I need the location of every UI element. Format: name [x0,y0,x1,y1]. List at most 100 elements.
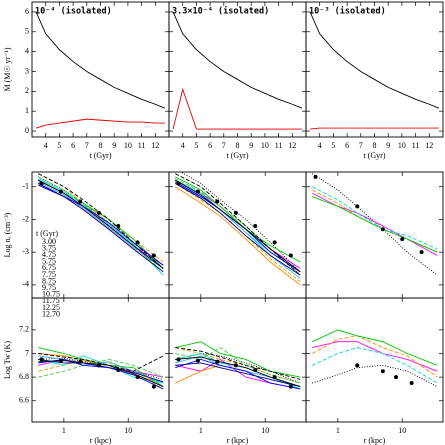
x-tick-label: 8 [236,141,240,150]
series-line [172,11,303,109]
plot-area [174,172,301,286]
x-tick-label: 10 [124,141,132,150]
x-tick-label: 12 [151,141,159,150]
series-line [38,173,164,269]
legend-entry: 3.00 [42,237,56,246]
y-tick-label: 6.6 [19,396,29,405]
y-tick-label: 6 [25,7,29,16]
y-tick-label: -3 [22,247,29,256]
data-point [78,199,83,204]
data-point [393,375,398,380]
panel: 4 5 6 7 8 9 10 11 123.3×10⁻⁴ (isolated)t (Gyr) [168,1,307,160]
series-line [311,173,438,276]
panel [305,171,444,299]
data-point [116,224,121,228]
data-point [272,375,277,380]
x-tick-label: 9 [112,141,116,150]
y-tick-label: 5 [25,27,29,36]
y-tick-label: 3 [25,66,29,75]
y-tick-label: 7.2 [19,325,29,334]
legend-entry: 11.75 [42,296,60,305]
legend-entry: 9.75 [42,283,56,292]
series-line [38,358,164,383]
series-line [312,364,438,387]
x-tick-label: 4 [318,141,322,150]
y-tick-label: -1 [22,182,29,191]
panel [168,171,307,299]
series-line [312,196,438,253]
data-point [288,253,293,258]
data-point [58,189,63,194]
plot-area [38,173,164,276]
x-tick-label: 4 [44,141,48,150]
x-axis-label: r (kpc) [90,436,112,445]
y-axis-label: Log nₑ (cm⁻³) [3,212,12,257]
data-point [409,381,414,386]
series-line [38,181,164,269]
x-tick-label: 10 [261,426,269,435]
data-point [116,368,121,373]
data-point [233,363,238,368]
panel: 6.6 6.8 7 7.2 1 10 r (kpc) Log Tw (K) [3,297,170,445]
data-point [96,363,101,368]
x-tick-label: 11 [275,141,283,150]
panel-frame [305,1,444,138]
x-axis-label: t (Gyr) [90,151,112,160]
legend-entry: 10.75 [42,290,60,299]
series-line [310,127,439,130]
plot-area [172,11,303,130]
series-line [175,178,301,276]
series-line [35,118,165,129]
panel-title: 10⁻³ (isolated) [309,6,386,17]
data-point [151,384,156,389]
legend-entry: 12.70 [42,309,60,318]
data-point [176,181,181,186]
data-point [288,384,293,389]
y-tick-label: -2 [22,214,29,223]
data-point [195,189,200,194]
x-axis-label: r (kpc) [364,436,386,445]
x-tick-label: 11 [412,141,420,150]
x-tick-label: 6 [208,141,212,150]
x-tick-label: 6 [345,141,349,150]
x-tick-label: 10 [124,426,132,435]
series-line [175,362,301,388]
panel-title: 3.3×10⁻⁴ (isolated) [172,6,269,17]
data-point [272,240,277,245]
x-tick-label: 10 [398,141,406,150]
y-axis-label: Log Tw (K) [3,341,12,379]
data-point [380,369,385,374]
plot-area [311,173,438,276]
legend-entry: 4.75 [42,250,56,259]
data-point [151,253,156,258]
data-point [215,359,220,364]
panel-frame [305,297,444,423]
data-point [400,237,405,242]
plot-area [309,11,440,130]
data-point [215,199,220,204]
data-point [355,204,360,209]
x-axis-label: t (Gyr) [364,151,386,160]
x-axis-label: t (Gyr) [227,151,249,160]
data-point [96,210,101,215]
series-line [172,87,302,130]
series-line [312,192,438,256]
x-tick-label: 7 [359,141,363,150]
data-point [233,210,238,215]
y-tick-label: 7 [25,348,29,357]
series-line [309,11,440,109]
series-line [312,189,438,253]
x-tick-label: 10 [261,141,269,150]
panel-frame [305,171,444,299]
panel: -1 -2 -3 -4 Log nₑ (cm⁻³) t (Gyr)3.003.754.75… [3,171,170,318]
x-tick-label: 5 [57,141,61,150]
legend-entry: 8.75 [42,276,56,285]
y-tick-label: 1 [25,106,29,115]
data-point [39,181,44,186]
x-tick-label: 10 [398,426,406,435]
y-axis-label: Ṁ (M☉ yr⁻¹) [3,47,12,91]
data-point [355,363,360,368]
series-line [38,355,164,384]
legend-entry: 5.75 [42,257,56,266]
